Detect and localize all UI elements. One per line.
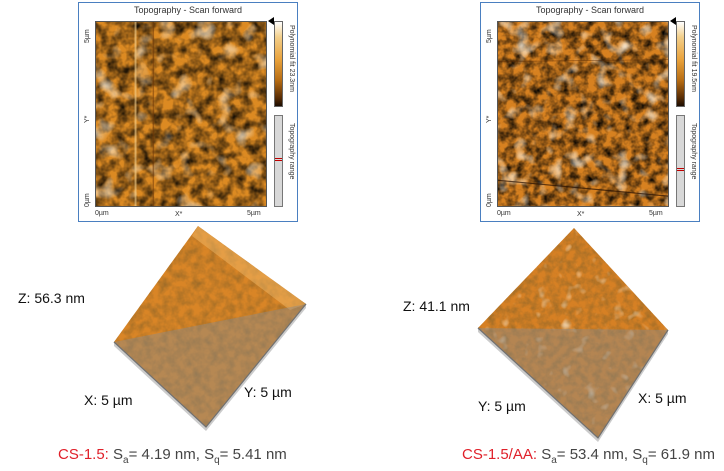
caption-right: CS-1.5/AA: Sa= 53.4 nm, Sq= 61.9 nm [462,446,715,466]
afm-3d-surface-right [477,228,669,442]
range-marker-right [677,168,684,171]
sa-subscript-left: a [123,455,129,466]
sq-subscript-right: q [642,455,648,466]
x-tick-left-left: 0µm [95,210,109,217]
x-tick-mid-right: X* [577,211,585,218]
colorbar-right [676,21,685,107]
caption-sample-left: CS-1.5: [58,446,109,463]
y-tick-bottom-right: 0µm [486,193,493,207]
caption-sample-right: CS-1.5/AA: [462,446,538,463]
z-axis-label-left: Z: 56.3 nm [18,290,85,306]
x-tick-left-right: 0µm [497,210,511,217]
y-tick-mid-right: Y* [486,115,493,123]
afm-title-right: Topography - Scan forward [535,5,645,15]
y-tick-top-left: 5µm [84,29,91,43]
afm-topography-image-right [497,21,669,207]
colorbar-label-left: Polynomial fit 23.3nm [288,25,295,92]
afm-3d-surface-left [113,226,307,431]
range-marker-left [275,158,282,161]
sq-symbol-right: S [632,446,643,463]
sq-value-left: = 5.41 nm [219,446,287,463]
sq-subscript-left: q [214,455,220,466]
sa-subscript-right: a [551,455,557,466]
colorbar-left [274,21,283,107]
y-axis-label-right: Y: 5 µm [478,398,526,414]
sq-symbol-left: S [204,446,215,463]
x-axis-label-left: X: 5 µm [84,392,133,408]
sq-value-right: = 61.9 nm [647,446,715,463]
y-tick-top-right: 5µm [486,29,493,43]
colorbar-label-right: Polynomial fit 19.5nm [690,25,697,92]
x-tick-right-left: 5µm [247,210,261,217]
caption-left: CS-1.5: Sa= 4.19 nm, Sq= 5.41 nm [58,446,287,466]
afm-panel-right: Topography - Scan forward 5µm Y* 0µm 0µm… [480,2,700,222]
afm-title-left: Topography - Scan forward [133,5,243,15]
x-axis-label-right: X: 5 µm [638,390,687,406]
sa-symbol-left: S [113,446,124,463]
sa-value-right: = 53.4 nm, [556,446,629,463]
afm-topography-image-left [95,21,267,207]
sa-symbol-right: S [541,446,552,463]
topography-range-bar-right [676,115,685,207]
z-axis-label-right: Z: 41.1 nm [403,298,470,314]
x-tick-right-right: 5µm [649,210,663,217]
range-label-left: Topography range [288,123,295,180]
range-label-right: Topography range [690,123,697,180]
x-tick-mid-left: X* [175,211,183,218]
topography-range-bar-left [274,115,283,207]
scan-direction-marker-left [268,17,274,25]
y-axis-label-left: Y: 5 µm [244,384,292,400]
y-tick-mid-left: Y* [84,115,91,123]
scan-direction-marker-right [670,17,676,25]
afm-panel-left: Topography - Scan forward 5µm Y* 0µm 0µm… [78,2,298,222]
y-tick-bottom-left: 0µm [84,193,91,207]
sa-value-left: = 4.19 nm, [128,446,200,463]
